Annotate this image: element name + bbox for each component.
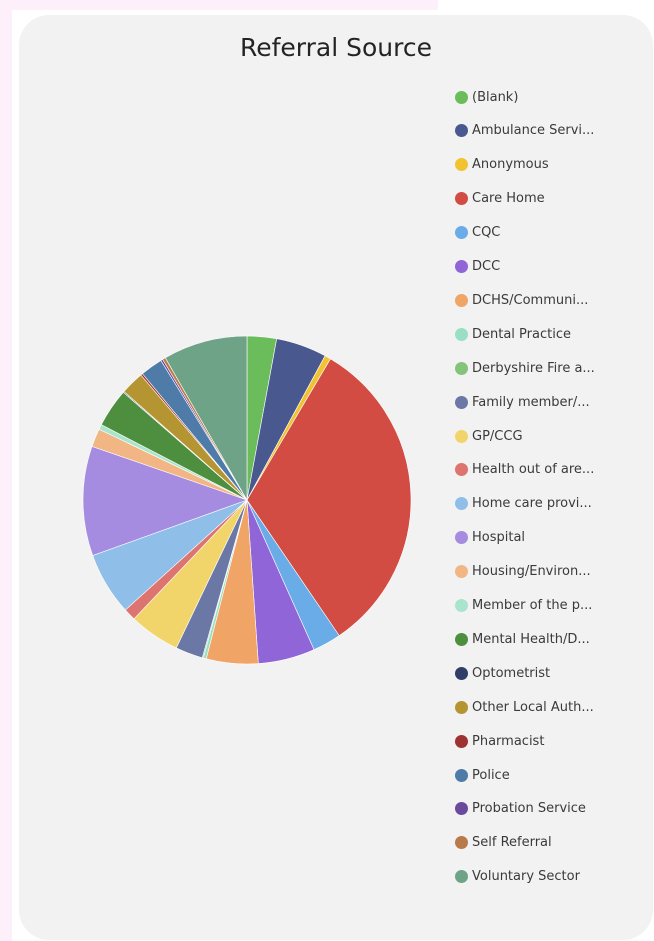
legend-label: Self Referral	[472, 835, 552, 851]
legend-item[interactable]: Member of the p...	[455, 596, 592, 616]
legend-label: Housing/Environ...	[472, 564, 591, 580]
legend-label: Home care provi...	[472, 496, 592, 512]
legend-swatch	[455, 599, 468, 612]
legend-swatch	[455, 90, 468, 104]
legend-item[interactable]: Derbyshire Fire a...	[455, 358, 595, 378]
legend-label: Ambulance Servi...	[472, 123, 595, 139]
legend-item[interactable]: Probation Service	[455, 799, 586, 819]
legend-item[interactable]: Housing/Environ...	[455, 562, 591, 582]
legend-label: Anonymous	[472, 157, 549, 173]
legend-swatch	[455, 700, 468, 714]
legend-swatch	[455, 565, 468, 579]
legend-swatch	[455, 531, 468, 545]
page-background-top	[0, 0, 438, 10]
legend-label: Other Local Auth...	[472, 699, 594, 715]
legend-swatch	[455, 293, 468, 307]
legend-label: Hospital	[472, 530, 526, 546]
legend-item[interactable]: Home care provi...	[455, 494, 592, 514]
pie-slice-3[interactable]	[246, 358, 412, 637]
legend-label: Probation Service	[472, 801, 586, 817]
legend-swatch	[455, 226, 468, 240]
legend-item[interactable]: GP/CCG	[455, 426, 523, 446]
legend-swatch	[455, 395, 468, 409]
legend-item[interactable]: (Blank)	[455, 87, 518, 107]
legend-swatch	[455, 870, 468, 884]
legend-swatch	[455, 802, 468, 816]
pie-slice-13[interactable]	[82, 446, 248, 556]
legend-item[interactable]: Pharmacist	[455, 731, 544, 751]
legend-swatch	[455, 327, 468, 341]
legend-item[interactable]: Police	[455, 765, 510, 785]
legend-label: Health out of are...	[472, 462, 595, 478]
legend-label: DCC	[472, 259, 501, 274]
legend-label: Police	[472, 767, 510, 783]
legend-swatch	[455, 361, 468, 375]
legend-swatch	[455, 429, 468, 443]
legend-swatch	[455, 192, 468, 206]
legend-item[interactable]: DCC	[455, 257, 500, 277]
legend-item[interactable]: Health out of are...	[455, 460, 594, 480]
legend-label: DCHS/Communi...	[472, 292, 589, 308]
legend-label: (Blank)	[472, 89, 519, 105]
legend-swatch	[455, 463, 468, 477]
legend-label: Dental Practice	[472, 326, 571, 342]
legend-item[interactable]: Ambulance Servi...	[455, 121, 594, 141]
legend-swatch	[455, 768, 468, 782]
legend-label: Family member/...	[472, 394, 590, 410]
legend-item[interactable]: CQC	[455, 223, 500, 243]
legend-label: Voluntary Sector	[472, 869, 580, 885]
legend-swatch	[455, 666, 468, 680]
legend-item[interactable]: DCHS/Communi...	[455, 290, 588, 310]
legend-swatch	[455, 497, 468, 511]
legend-item[interactable]: Dental Practice	[455, 324, 571, 344]
legend-label: Member of the p...	[472, 598, 593, 613]
pie-slice-23[interactable]	[164, 335, 248, 502]
legend-swatch	[455, 836, 468, 850]
legend-label: Pharmacist	[472, 733, 545, 749]
legend-swatch	[455, 124, 468, 138]
legend-item[interactable]: Optometrist	[455, 663, 550, 683]
legend-label: Optometrist	[472, 665, 551, 681]
legend-label: GP/CCG	[472, 428, 523, 444]
legend-item[interactable]: Other Local Auth...	[455, 697, 594, 717]
legend-label: CQC	[472, 225, 501, 241]
legend-item[interactable]: Hospital	[455, 528, 525, 548]
legend-item[interactable]: Voluntary Sector	[455, 867, 580, 887]
legend-item[interactable]: Mental Health/D...	[455, 629, 590, 649]
legend-item[interactable]: Self Referral	[455, 833, 552, 853]
legend-label: Derbyshire Fire a...	[472, 360, 595, 376]
chart-title: Referral Source	[239, 33, 432, 62]
legend-swatch	[455, 260, 468, 273]
legend-label: Care Home	[472, 191, 545, 207]
legend-item[interactable]: Family member/...	[455, 392, 590, 412]
legend-swatch	[455, 158, 468, 172]
legend-item[interactable]: Care Home	[455, 189, 545, 209]
legend-swatch	[455, 632, 468, 646]
legend-item[interactable]: Anonymous	[455, 155, 549, 175]
page-background-left	[0, 0, 12, 941]
legend-swatch	[455, 734, 468, 748]
legend-label: Mental Health/D...	[472, 631, 590, 647]
